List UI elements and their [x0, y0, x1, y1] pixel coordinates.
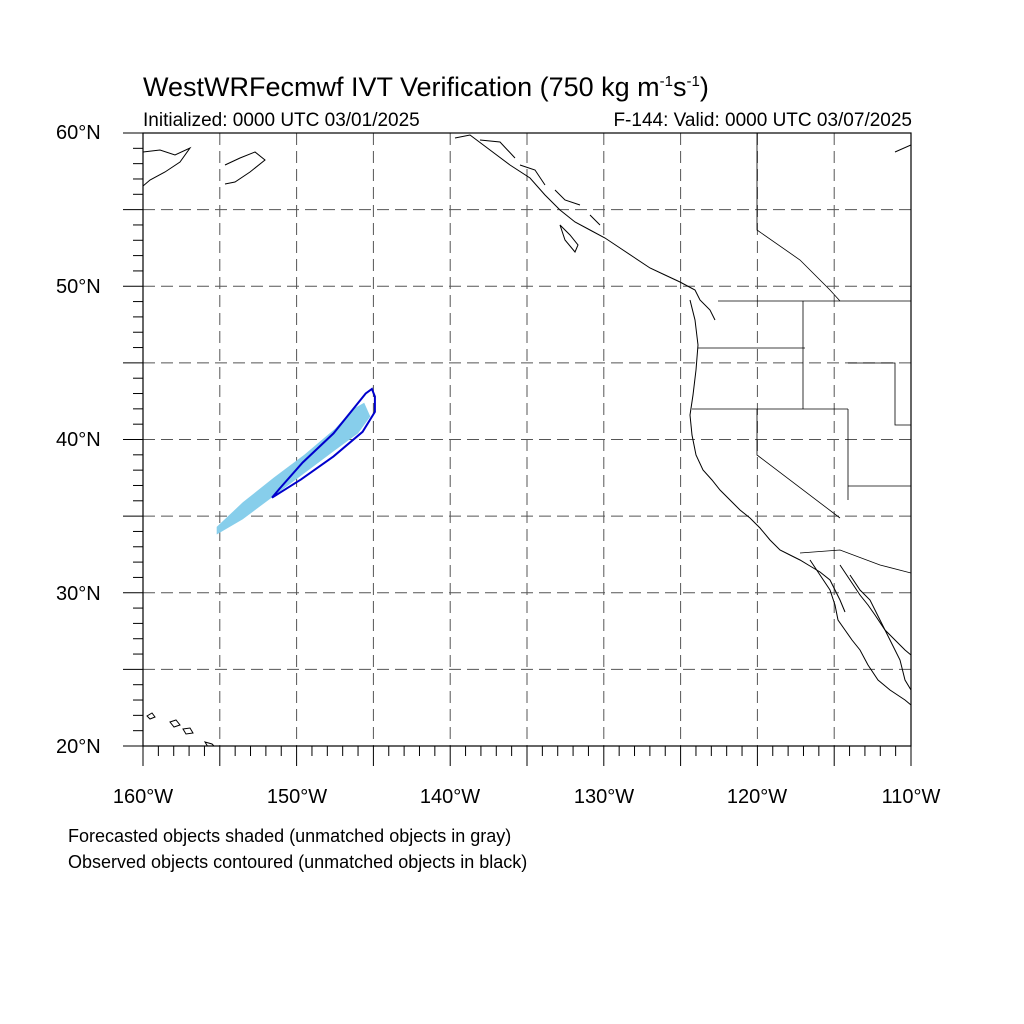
island-kodiak: [224, 151, 266, 185]
verification-objects: [216, 387, 376, 535]
coastline-baja: [809, 559, 911, 706]
forecast-object-shaded: [216, 402, 371, 535]
lat-label-40n: 40°N: [56, 429, 101, 451]
lat-label-50n: 50°N: [56, 276, 101, 298]
lon-label-150w: 150°W: [266, 786, 328, 808]
lat-label-30n: 30°N: [56, 583, 101, 605]
coastline-west-us: [689, 299, 846, 613]
island-hawaii-4: [203, 741, 215, 746]
lat-label-60n: 60°N: [56, 122, 101, 144]
coastline-mexico-mainland: [849, 574, 911, 691]
axis-ticks: [123, 132, 912, 766]
coastlines: [143, 134, 911, 746]
coastline-alaska-west: [143, 146, 192, 187]
coastline-ne-corner: [894, 144, 911, 153]
political-boundaries: [692, 133, 911, 574]
observed-object-contour: [271, 387, 376, 499]
lon-label-140w: 140°W: [419, 786, 481, 808]
map-title: WestWRFecmwf IVT Verification (750 kg m-…: [143, 72, 709, 102]
coastline-alaska-islands: [479, 139, 601, 253]
island-hawaii-3: [182, 727, 194, 735]
island-hawaii-1: [146, 712, 156, 720]
lon-label-160w: 160°W: [112, 786, 174, 808]
initialized-label: Initialized: 0000 UTC 03/01/2025: [143, 110, 420, 131]
border-bc-ab: [756, 133, 841, 302]
valid-time-label: F-144: Valid: 0000 UTC 03/07/2025: [613, 110, 912, 131]
lon-label-120w: 120°W: [726, 786, 788, 808]
lon-label-110w: 110°W: [881, 786, 941, 808]
graticule: [143, 133, 911, 746]
coastline-gulf-of-california: [839, 564, 911, 656]
coastline-alaska-bc: [454, 134, 716, 321]
note-observed: Observed objects contoured (unmatched ob…: [68, 852, 528, 872]
note-forecast: Forecasted objects shaded (unmatched obj…: [68, 826, 512, 846]
lon-label-130w: 130°W: [573, 786, 635, 808]
border-us-mexico: [799, 549, 911, 574]
lat-label-20n: 20°N: [56, 736, 101, 758]
island-hawaii-2: [169, 719, 181, 728]
border-ca-nv: [756, 409, 841, 519]
border-wy: [848, 362, 911, 426]
